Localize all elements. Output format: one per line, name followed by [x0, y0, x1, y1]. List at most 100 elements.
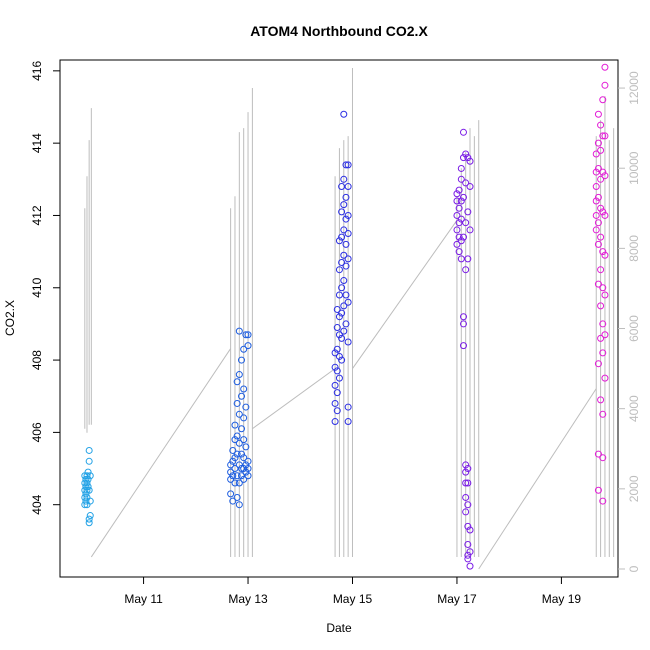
scatter-point: [244, 331, 252, 339]
scatter-point: [85, 486, 93, 494]
scatter-point: [594, 486, 602, 494]
scatter-point: [240, 454, 248, 462]
scatter-point: [462, 508, 470, 516]
scatter-point: [464, 208, 472, 216]
scatter-point: [462, 479, 470, 487]
scatter-point: [85, 457, 93, 465]
scatter-point: [233, 378, 241, 386]
scatter-point: [84, 475, 92, 483]
scatter-point: [466, 157, 474, 165]
scatter-point: [242, 403, 250, 411]
y-tick-label: 408: [30, 350, 44, 370]
scatter-point: [82, 475, 90, 483]
scatter-point: [599, 284, 607, 292]
scatter-point: [464, 555, 472, 563]
x-tick-label: May 13: [228, 592, 268, 606]
scatter-point: [592, 183, 600, 191]
y2-tick-label: 2000: [627, 475, 641, 502]
x-tick-label: May 17: [437, 592, 477, 606]
scatter-point: [599, 168, 607, 176]
scatter-point: [82, 490, 90, 498]
scatter-point: [235, 501, 243, 509]
scatter-point: [597, 266, 605, 274]
scatter-point: [335, 237, 343, 245]
scatter-point: [457, 215, 465, 223]
scatter-point: [344, 211, 352, 219]
scatter-point: [601, 132, 609, 140]
scatter-point: [86, 512, 94, 520]
scatter-point: [333, 324, 341, 332]
scatter-point: [464, 479, 472, 487]
scatter-point: [85, 519, 93, 527]
chart-title: ATOM4 Northbound CO2.X: [250, 23, 428, 39]
scatter-point: [229, 457, 237, 465]
scatter-point: [344, 298, 352, 306]
scatter-point: [338, 356, 346, 364]
scatter-point: [464, 501, 472, 509]
scatter-point: [229, 497, 237, 505]
scatter-point: [240, 385, 248, 393]
scatter-point: [344, 338, 352, 346]
scatter-point: [338, 208, 346, 216]
scatter-point: [599, 132, 607, 140]
scatter-point: [594, 110, 602, 118]
scatter-point: [459, 128, 467, 136]
scatter-point: [597, 233, 605, 241]
scatter-point: [240, 475, 248, 483]
scatter-point: [235, 327, 243, 335]
scatter-point: [84, 468, 92, 476]
scatter-point: [462, 468, 470, 476]
scatter-point: [466, 548, 474, 556]
scatter-point: [455, 186, 463, 194]
scatter-point: [81, 493, 89, 501]
scatter-point: [342, 215, 350, 223]
scatter-point: [466, 183, 474, 191]
scatter-point: [601, 331, 609, 339]
scatter-point: [457, 175, 465, 183]
scatter-point: [338, 284, 346, 292]
scatter-point: [462, 219, 470, 227]
scatter-point: [344, 403, 352, 411]
x-tick-label: May 19: [542, 592, 582, 606]
scatter-point: [344, 183, 352, 191]
scatter-point: [594, 240, 602, 248]
scatter-point: [338, 258, 346, 266]
scatter-point: [342, 161, 350, 169]
scatter-point: [235, 439, 243, 447]
y2-tick-label: 4000: [627, 395, 641, 422]
y-axis-label: CO2.X: [3, 300, 17, 336]
scatter-point: [455, 233, 463, 241]
scatter-point: [597, 121, 605, 129]
scatter-point: [338, 309, 346, 317]
x-tick-label: May 15: [333, 592, 373, 606]
scatter-point: [340, 251, 348, 259]
scatter-point: [601, 291, 609, 299]
scatter-point: [455, 248, 463, 256]
scatter-point: [599, 349, 607, 357]
scatter-point: [333, 345, 341, 353]
scatter-point: [229, 472, 237, 480]
scatter-point: [244, 472, 252, 480]
scatter-point: [335, 331, 343, 339]
scatter-point: [238, 472, 246, 480]
x-tick-label: May 11: [124, 592, 163, 606]
scatter-point: [594, 139, 602, 147]
scatter-point: [244, 342, 252, 350]
scatter-point: [597, 175, 605, 183]
scatter-point: [599, 497, 607, 505]
scatter-point: [459, 233, 467, 241]
scatter-point: [233, 432, 241, 440]
scatter-point: [459, 154, 467, 162]
scatter-point: [242, 461, 250, 469]
scatter-point: [85, 446, 93, 454]
scatter-point: [601, 374, 609, 382]
scatter-point: [457, 197, 465, 205]
scatter-point: [459, 313, 467, 321]
y-tick-label: 410: [30, 277, 44, 297]
scatter-point: [601, 211, 609, 219]
scatter-point: [594, 219, 602, 227]
scatter-point: [235, 479, 243, 487]
scatter-point: [459, 320, 467, 328]
scatter-point: [466, 226, 474, 234]
